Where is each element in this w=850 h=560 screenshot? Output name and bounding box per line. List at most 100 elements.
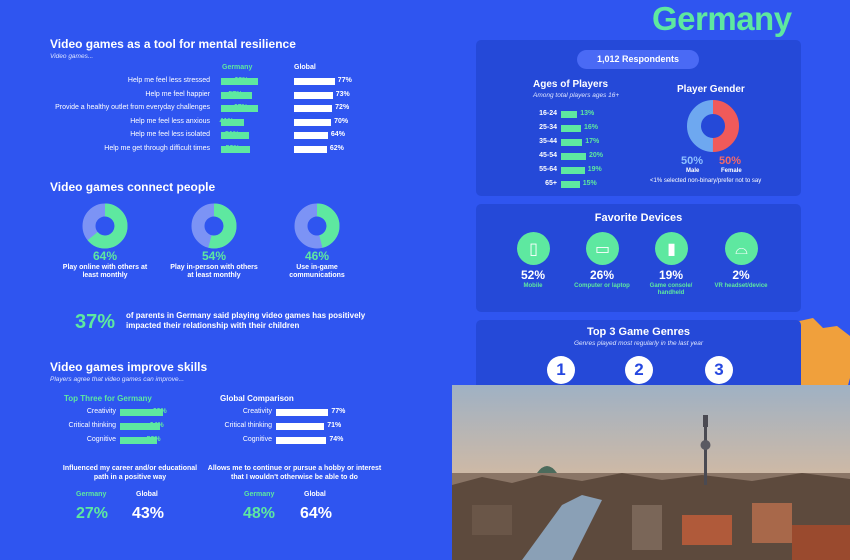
resilience-row-label: Provide a healthy outlet from everyday c… [55,104,210,111]
skill-global-label: Critical thinking [224,422,272,429]
resilience-germany-pct: 51% [225,131,240,138]
skill-global-pct: 77% [331,408,346,415]
resilience-germany-pct: 67% [233,104,248,111]
resilience-germany-bar [221,78,259,85]
age-bar [561,153,586,160]
ages-subtitle: Among total players ages 16+ [533,92,620,99]
resilience-germany-pct: 68% [234,77,249,84]
connect-donut [82,203,128,249]
age-pct: 16% [584,124,599,131]
ages-title: Ages of Players [533,79,609,90]
skills-title: Video games improve skills [50,360,208,374]
device-label: Game console/ handheld [649,283,693,296]
device-pct: 52% [520,268,546,282]
skill-global-label: Creativity [242,408,272,415]
career-global-pct: 43% [132,505,165,522]
resilience-germany-bar [221,91,253,99]
device-label: VR headset/device [714,283,768,289]
skill-germany-bar [120,409,163,416]
genres-subtitle: Genres played most regularly in the last… [574,340,703,347]
skill-germany-pct: 59% [146,436,161,443]
game-console-icon: ▮ [655,232,688,265]
hobby-germany-label: Germany [244,491,275,498]
parents-pct: 37% [75,311,116,333]
resilience-global-bar [294,91,333,99]
parents-text: of parents in Germany said playing video… [126,311,366,330]
resilience-global-header: Global [294,64,316,71]
resilience-row-label: Help me feel happier [145,90,210,98]
connect-pct: 64% [92,249,118,263]
resilience-global-bar [294,105,333,112]
age-range-label: 25-34 [539,124,557,131]
female-pct: 50% [719,155,742,167]
connect-pct: 46% [304,249,330,263]
age-range-label: 35-44 [539,138,557,145]
skill-global-bar [276,437,327,444]
skill-germany-label: Critical thinking [68,422,116,429]
hobby-text: Allows me to continue or pursue a hobby … [207,465,382,481]
resilience-row-label: Help me feel less stressed [127,77,210,84]
skills-germany-heading: Top Three for Germany [64,394,152,403]
berlin-skyline-photo [452,385,850,560]
resilience-global-bar [294,145,327,153]
gender-title: Player Gender [677,84,745,95]
male-label: Male [686,168,700,174]
age-pct: 20% [589,152,604,159]
resilience-row-label: Help me get through difficult times [104,144,210,152]
resilience-global-pct: 72% [335,104,350,111]
hobby-global-pct: 64% [300,505,333,522]
age-range-label: 65+ [545,180,557,187]
devices-title: Favorite Devices [594,212,683,224]
resilience-row-label: Help me feel less anxious [130,117,210,125]
resilience-global-pct: 73% [335,90,350,98]
age-bar [561,111,578,118]
career-germany-pct: 27% [76,505,109,522]
device-pct: 26% [589,268,615,282]
resilience-global-bar [294,132,328,139]
device-pct: 19% [658,268,684,282]
skill-global-pct: 71% [327,422,342,429]
connect-pct: 54% [201,249,227,263]
skill-global-pct: 74% [329,436,344,443]
resilience-global-bar [294,78,335,85]
resilience-germany-bar [221,145,250,153]
career-text: Influenced my career and/or educational … [62,465,198,481]
resilience-germany-bar [221,132,250,139]
genres-title: Top 3 Game Genres [586,326,691,338]
genre-rank-badge: 1 [547,356,575,384]
career-germany-label: Germany [76,491,107,498]
skill-germany-pct: 69% [152,408,167,415]
hobby-germany-pct: 48% [243,505,276,522]
connect-label: Play in-person with others at least mont… [170,264,258,279]
age-pct: 15% [582,180,597,187]
age-bar [561,125,581,132]
age-pct: 13% [580,110,595,117]
connect-label: Use in-game communications [289,264,345,279]
device-pct: 2% [732,268,750,282]
gender-donut [687,100,739,152]
mobile-phone-icon: ▯ [517,232,550,265]
age-range-label: 16-24 [539,110,557,117]
male-pct: 50% [681,155,704,167]
genre-rank-badge: 3 [705,356,733,384]
skills-subtitle: Players agree that video games can impro… [50,376,185,383]
resilience-global-pct: 64% [330,131,345,138]
resilience-germany-pct: 52% [225,144,240,152]
skill-germany-label: Cognitive [86,436,116,443]
resilience-germany-bar [221,105,258,112]
device-label: Mobile [523,283,543,289]
skill-global-bar [276,423,325,430]
resilience-germany-bar [221,118,244,126]
skill-global-label: Cognitive [242,436,272,443]
connect-donut [191,203,237,249]
resilience-global-pct: 70% [334,117,349,125]
age-range-label: 45-54 [539,152,557,159]
skill-germany-bar [120,437,157,444]
age-bar [561,139,583,146]
skill-global-bar [276,409,329,416]
resilience-global-bar [294,118,332,126]
genre-rank-badge: 2 [625,356,653,384]
age-bar [561,167,585,174]
skill-germany-pct: 64% [149,422,164,429]
connect-title: Video games connect people [50,180,216,194]
